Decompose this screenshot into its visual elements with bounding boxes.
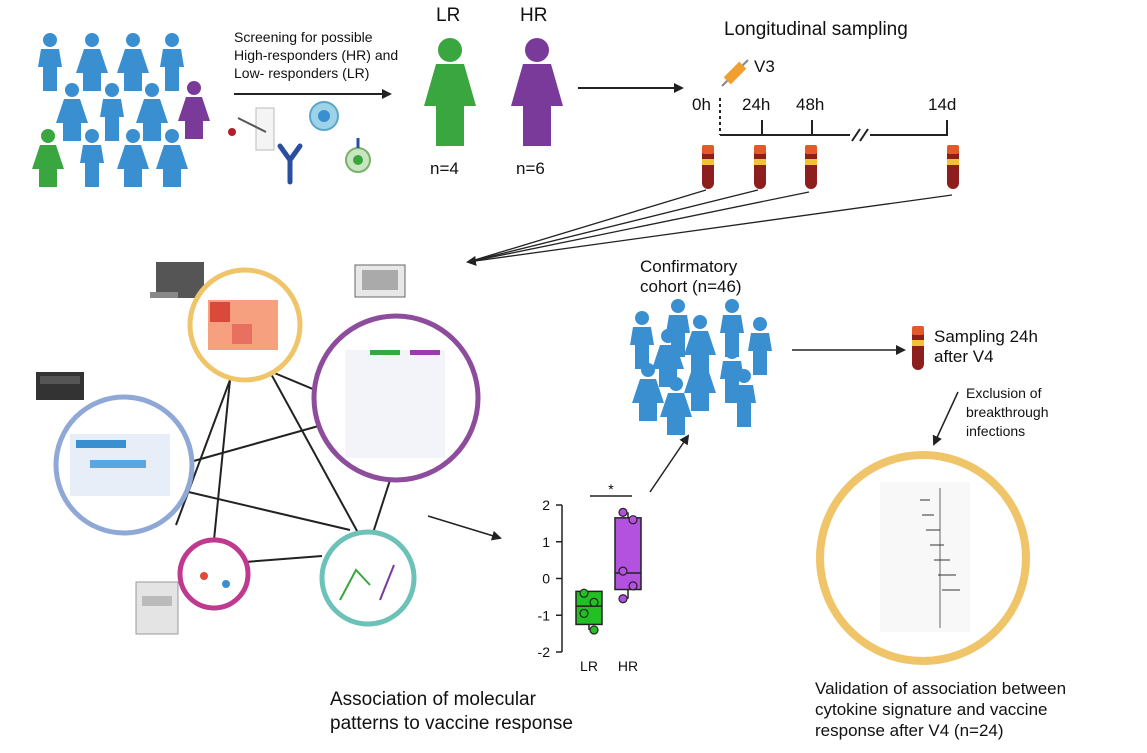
lr-person-icon — [424, 38, 476, 146]
syringe-icon — [721, 59, 749, 87]
y-tick-label-4: 2 — [542, 497, 550, 513]
longitudinal-title: Longitudinal sampling — [724, 19, 908, 40]
instrument-icons — [36, 262, 406, 635]
box-hr — [614, 517, 642, 591]
point-lr-3 — [589, 625, 599, 635]
converging-lines — [466, 189, 953, 266]
assay-icons — [228, 101, 371, 185]
lr-count: n=4 — [430, 159, 459, 178]
exclusion-line1: Exclusion of — [966, 385, 1042, 401]
arrow-network-to-boxplot — [427, 515, 502, 541]
y-tick-label-1: -1 — [538, 607, 551, 623]
blood-tubes — [702, 145, 959, 189]
confirmatory-line1: Confirmatory — [640, 257, 738, 276]
lr-label: LR — [436, 5, 461, 26]
point-lr-2 — [579, 608, 589, 619]
box-lr — [575, 590, 603, 626]
arrow-boxplot-to-confirmatory — [649, 434, 690, 493]
omics-circle-teal — [319, 529, 417, 627]
boxplot-chart: * -2 -1 0 1 2 LR HR — [538, 481, 642, 674]
omics-circle-yellow — [187, 267, 303, 383]
sampling-v4-tube — [912, 326, 924, 370]
timepoint-0h: 0h — [692, 95, 711, 114]
y-tick-label-2: 0 — [542, 571, 550, 587]
screening-text-line2: High-responders (HR) and — [234, 47, 399, 63]
omics-circle-pink — [177, 537, 251, 611]
omics-circle-blue — [53, 394, 195, 536]
hr-count: n=6 — [516, 159, 545, 178]
population-crowd — [32, 33, 210, 187]
validation-line1: Validation of association between — [815, 679, 1067, 698]
x-category-label-hr: HR — [618, 658, 638, 674]
validation-line3: response after V4 (n=24) — [815, 721, 1004, 740]
point-lr-1 — [589, 597, 599, 607]
point-hr-1 — [628, 515, 638, 525]
timepoint-14d: 14d — [928, 95, 957, 114]
point-hr-2 — [618, 566, 628, 576]
exclusion-line2: breakthrough — [966, 404, 1049, 420]
network-edges — [175, 371, 393, 563]
screening-text-line3: Low- responders (LR) — [234, 65, 370, 81]
point-hr-4 — [618, 594, 628, 604]
exclusion-line3: infections — [966, 423, 1026, 439]
timepoint-24h: 24h — [742, 95, 771, 114]
sampling-v4-line1: Sampling 24h — [934, 327, 1038, 346]
timepoint-48h: 48h — [796, 95, 825, 114]
validation-line2: cytokine signature and vaccine — [815, 700, 1048, 719]
confirmatory-crowd — [630, 299, 772, 435]
boxplot-significance-star: * — [608, 481, 614, 497]
validation-circle — [816, 451, 1030, 665]
point-hr-0 — [618, 507, 628, 517]
screening-text-line1: Screening for possible — [234, 29, 373, 45]
y-tick-label-3: 1 — [542, 534, 550, 550]
hr-person-icon — [511, 38, 563, 146]
confirmatory-line2: cohort (n=46) — [640, 277, 742, 296]
timeline — [719, 98, 948, 142]
association-line1: Association of molecular — [330, 689, 536, 710]
omics-circle-purple — [311, 313, 481, 483]
x-category-label-lr: LR — [580, 658, 598, 674]
association-line2: patterns to vaccine response — [330, 713, 573, 734]
sampling-v4-line2: after V4 — [934, 347, 994, 366]
point-lr-0 — [579, 588, 589, 598]
arrow-to-validation — [932, 391, 959, 446]
y-tick-label-0: -2 — [538, 644, 551, 660]
vaccine-label: V3 — [754, 57, 775, 76]
hr-label: HR — [520, 5, 548, 26]
point-hr-3 — [628, 581, 638, 591]
